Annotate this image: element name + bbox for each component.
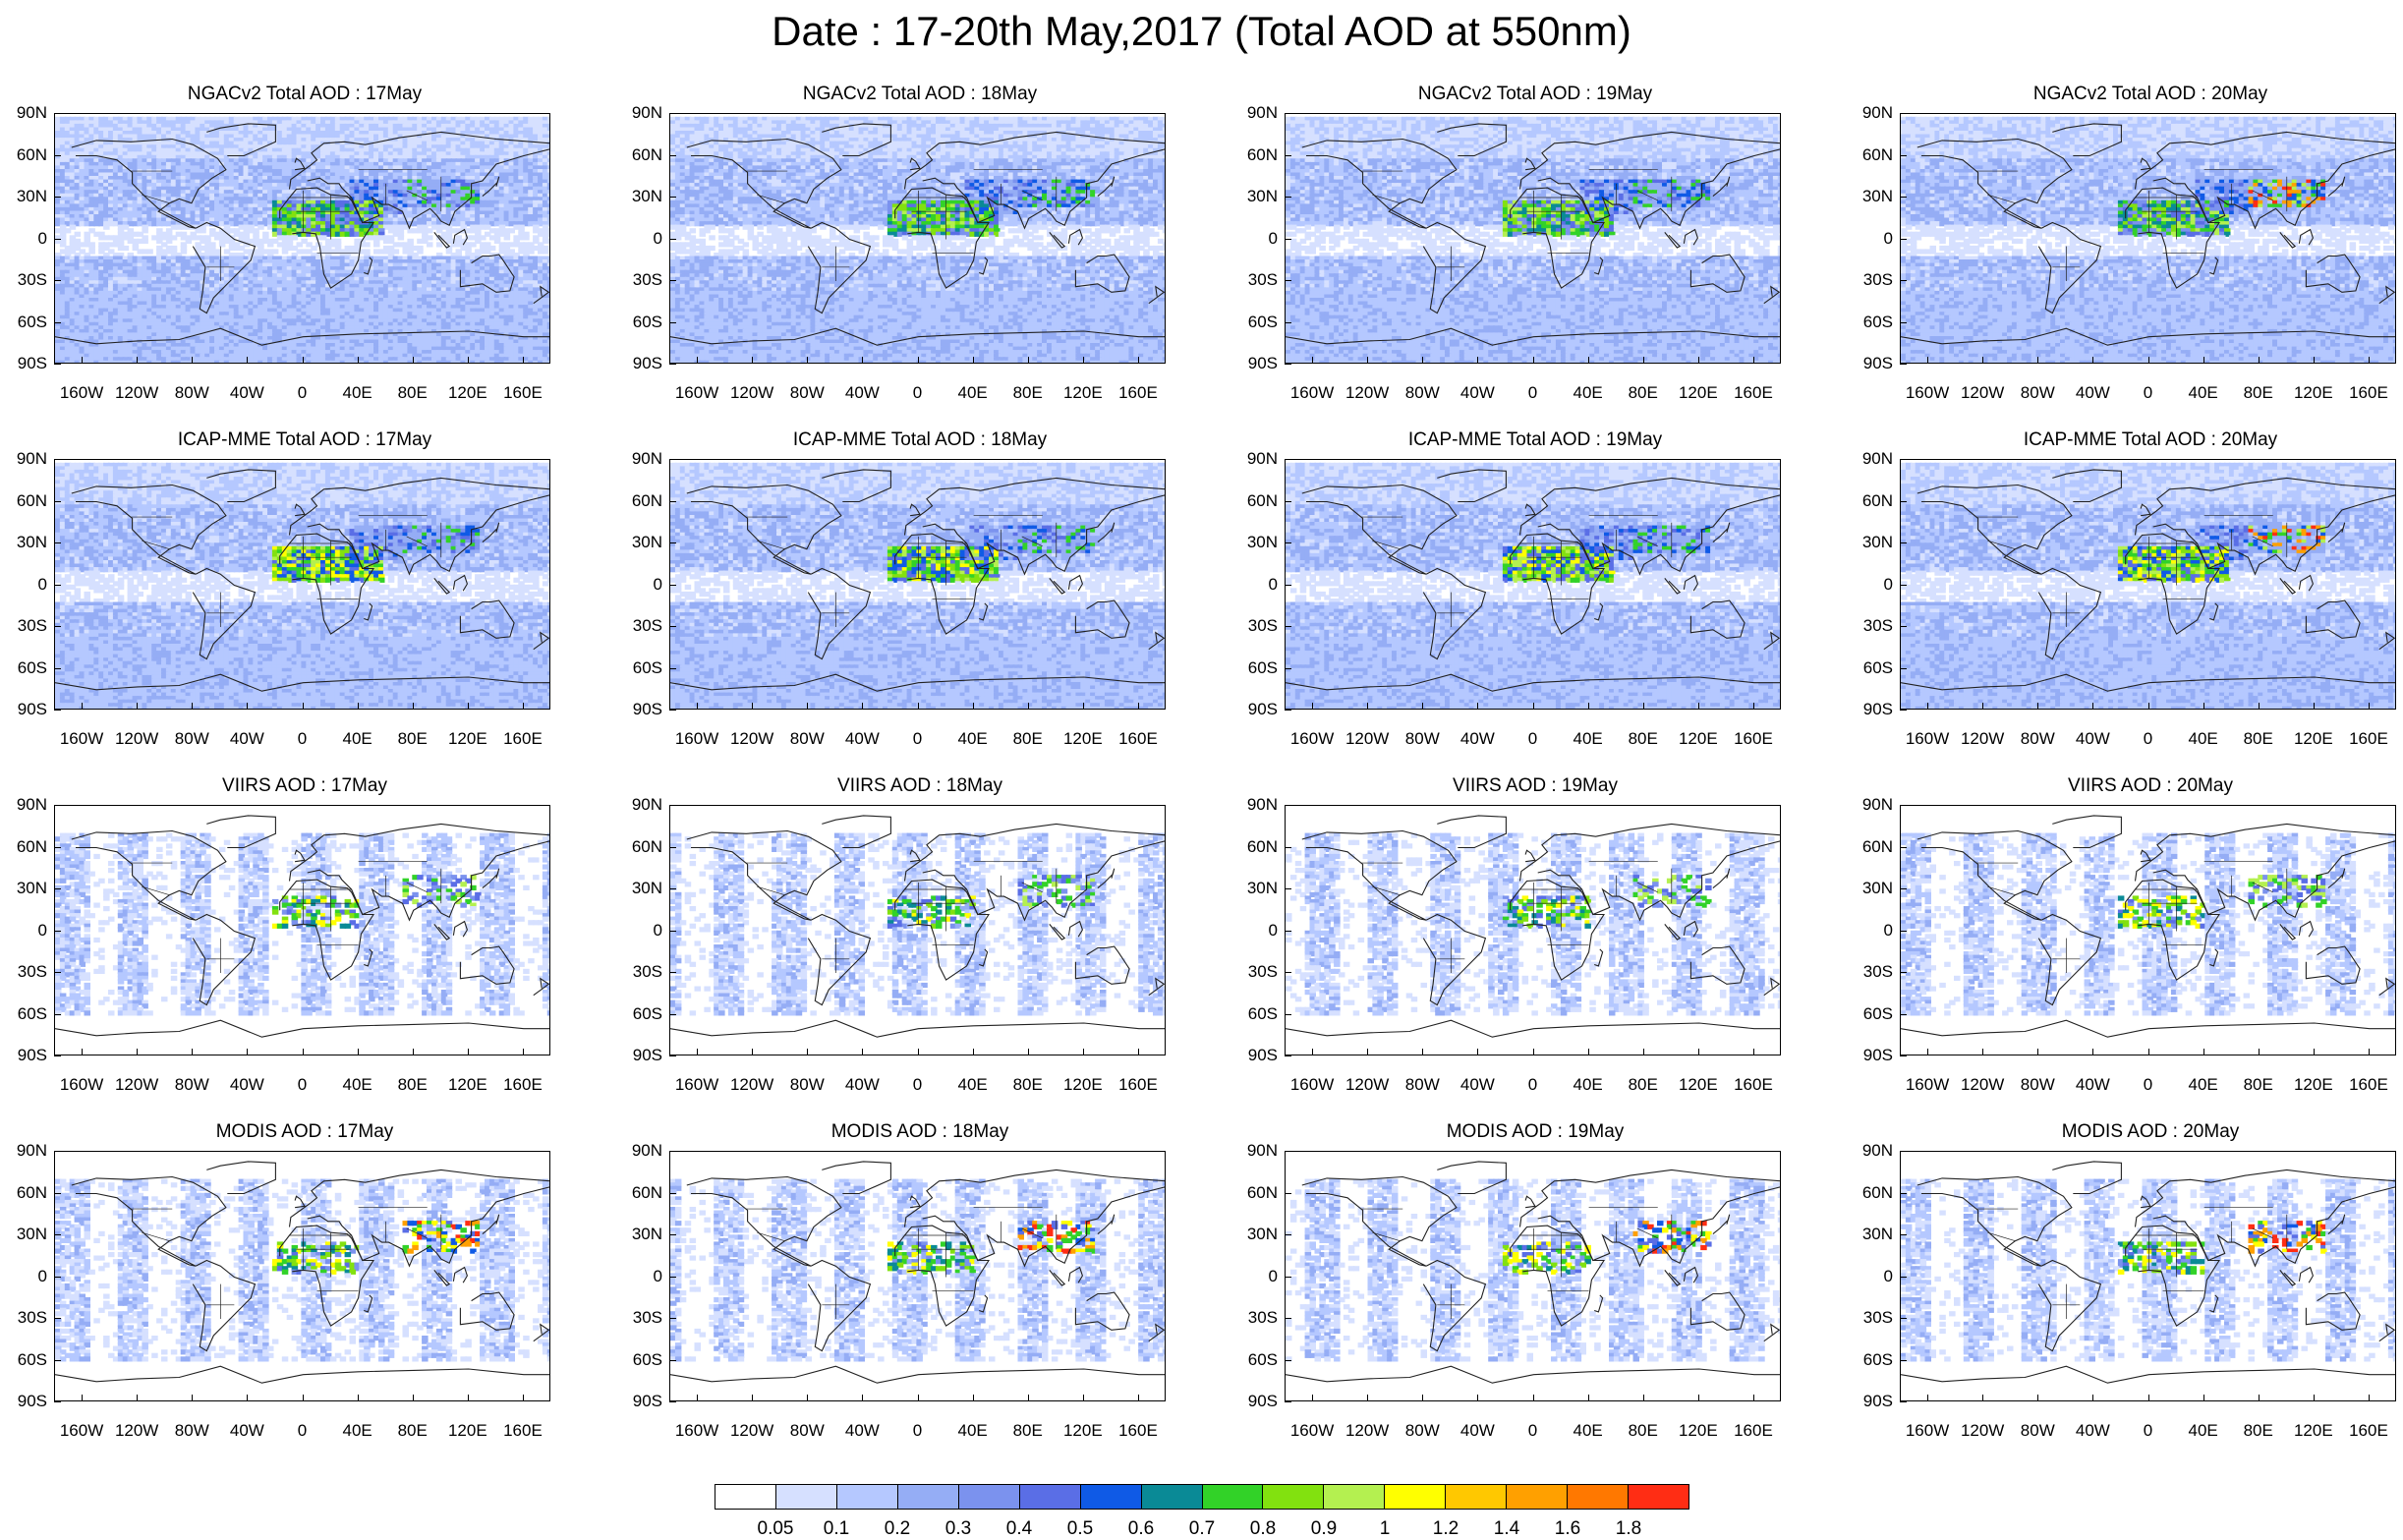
- aod-cell: [427, 242, 433, 247]
- panel-title: NGACv2 Total AOD : 17May: [0, 84, 609, 105]
- aod-cell: [373, 242, 380, 247]
- aod-cell: [219, 242, 226, 247]
- aod-cell: [103, 225, 110, 230]
- aod-cell: [543, 249, 549, 254]
- aod-cell: [523, 235, 530, 240]
- aod-cell: [267, 242, 274, 247]
- aod-cell: [123, 246, 130, 251]
- aod-cell: [547, 239, 550, 244]
- aod-map: [55, 114, 550, 364]
- aod-cell: [282, 249, 289, 254]
- aod-cell: [398, 235, 405, 240]
- aod-cell: [146, 249, 153, 254]
- map-panel: NGACv2 Total AOD : 17May 90N 60N 30N 0 30S 60S…: [0, 84, 609, 428]
- map-frame: [54, 113, 550, 364]
- aod-cell: [142, 239, 148, 244]
- aod-cell: [200, 228, 206, 233]
- aod-cell: [436, 242, 443, 247]
- aod-cell: [504, 235, 511, 240]
- aod-cell: [364, 242, 371, 247]
